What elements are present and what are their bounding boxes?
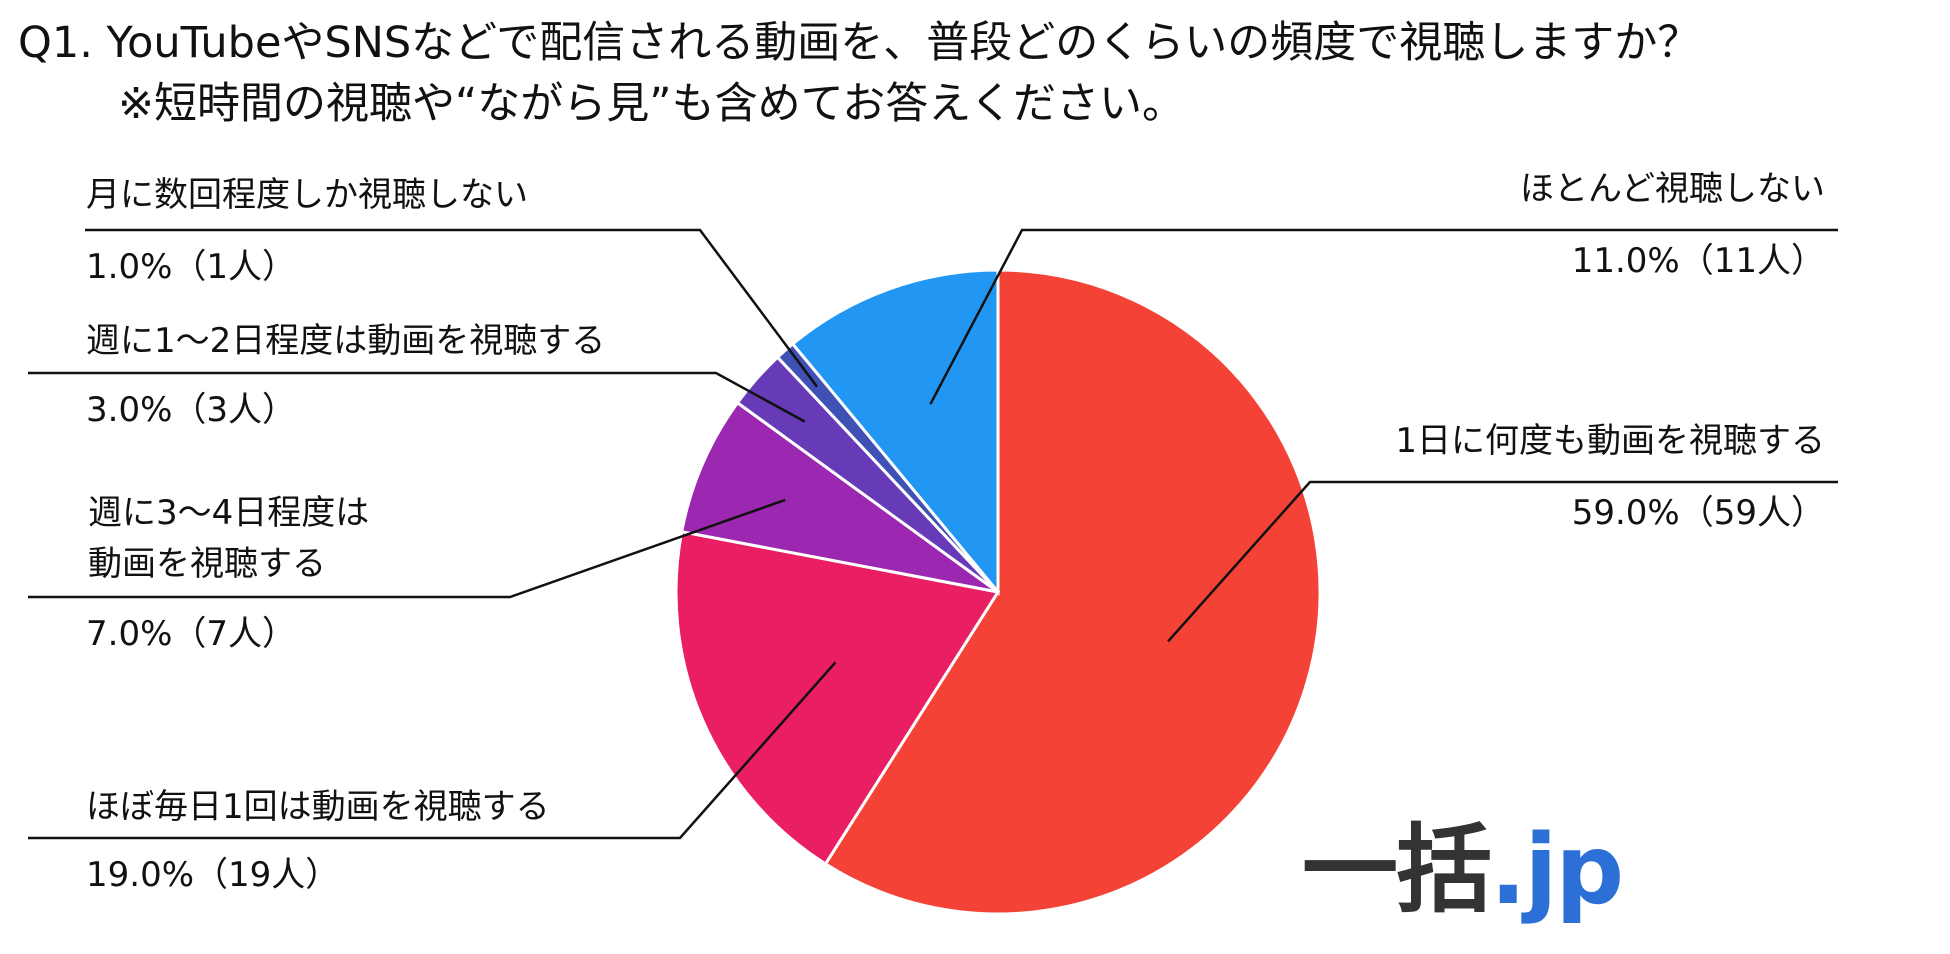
label-1nichi-nando: 1日に何度も動画を視聴する: [1395, 421, 1825, 461]
value-1nichi-nando: 59.0%（59人）: [1571, 493, 1825, 533]
leader-hotondo: [929, 228, 1838, 405]
label-shuu-1-2: 週に1〜2日程度は動画を視聴する: [86, 321, 606, 361]
chart-title-line2: ※短時間の視聴や“ながら見”も含めてお答えください。: [118, 79, 1186, 129]
label-hobo-mainichi: ほぼ毎日1回は動画を視聴する: [86, 787, 550, 827]
label-hotondo: ほとんど視聴しない: [1520, 169, 1825, 209]
value-hobo-mainichi: 19.0%（19人）: [86, 855, 340, 895]
label-shuu-3-4-line2: 動画を視聴する: [88, 544, 326, 584]
leader-tsuki-suukai: [85, 228, 819, 388]
value-hotondo: 11.0%（11人）: [1571, 241, 1825, 281]
slice-hobo-mainichi: [674, 529, 1001, 866]
value-shuu-1-2: 3.0%（3人）: [86, 390, 297, 430]
label-shuu-3-4-line1: 週に3〜4日程度は: [88, 493, 370, 533]
leader-1nichi-nando: [1167, 480, 1838, 643]
slice-hotondo: [790, 268, 1000, 597]
label-tsuki-suukai: 月に数回程度しか視聴しない: [86, 175, 528, 215]
value-tsuki-suukai: 1.0%（1人）: [86, 247, 297, 287]
leader-shuu-1-2: [28, 371, 806, 423]
leader-shuu-3-4: [28, 498, 786, 599]
brand-logo: 一括.jp: [1302, 814, 1624, 926]
leader-hobo-mainichi: [28, 661, 837, 840]
value-shuu-3-4: 7.0%（7人）: [86, 614, 297, 654]
slice-1nichi-nando: [823, 268, 1322, 916]
chart-title-line1: Q1. YouTubeやSNSなどで配信される動画を、普段どのくらいの頻度で視聴…: [18, 18, 1701, 68]
slice-shuu-3-4: [679, 400, 999, 594]
